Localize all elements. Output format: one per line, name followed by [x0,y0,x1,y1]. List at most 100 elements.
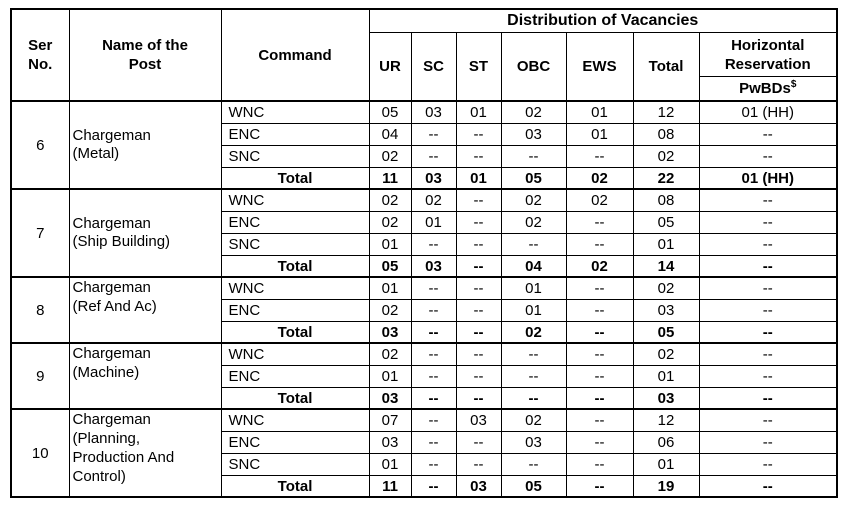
command-cell: ENC [220,430,370,454]
vacancy-value-cell: -- [698,188,838,212]
vacancy-value-cell: 03 [410,100,457,124]
vacancy-value-cell: -- [410,232,457,256]
table-row: Total 03 -- -- -- -- 03 -- [11,386,838,410]
vacancy-value-cell: -- [698,452,838,476]
header-total: Total [632,32,700,102]
vacancy-value-cell: 01 [632,364,700,388]
vacancy-value-cell: -- [410,298,457,322]
vacancy-value-cell: 01 (HH) [698,166,838,190]
vacancy-value-cell: -- [698,386,838,410]
ser-no-cell: 10 [10,408,70,498]
header-obc: OBC [500,32,567,102]
vacancy-value-cell: -- [698,232,838,256]
vacancy-value-cell: 02 [500,408,567,432]
vacancy-value-cell: -- [698,276,838,300]
vacancy-value-cell: -- [565,320,634,344]
vacancy-value-cell: 03 [368,386,412,410]
vacancy-value-cell: -- [455,188,502,212]
vacancy-value-cell: 01 [455,166,502,190]
post-name-cell: Chargeman (Ship Building) [68,188,222,278]
table-row: 10 Chargeman (Planning, Production And Co… [10,408,838,498]
vacancy-value-cell: -- [565,474,634,498]
vacancy-value-cell: -- [565,298,634,322]
vacancy-value-cell: 01 [565,122,634,146]
table-row: ENC 02 -- -- 01 -- 03 -- [11,298,838,322]
header-command: Command [220,8,370,102]
vacancy-value-cell: -- [410,474,457,498]
vacancy-value-cell: -- [500,232,567,256]
vacancy-value-cell: 03 [368,430,412,454]
vacancy-value-cell: 01 [368,232,412,256]
command-cell: SNC [220,232,370,256]
vacancy-value-cell: -- [565,144,634,168]
vacancy-value-cell: -- [455,276,502,300]
vacancy-value-cell: -- [410,364,457,388]
vacancy-value-cell: 02 [565,166,634,190]
command-cell: ENC [220,364,370,388]
header-row-pwbds: PwBDs$ [11,76,838,102]
vacancy-value-cell: -- [455,122,502,146]
vacancy-value-cell: 01 [368,452,412,476]
header-distribution-of-vacancies: Distribution of Vacancies [368,8,838,34]
header-ser-no: Ser No. [10,8,70,102]
table-row: Total 05 03 -- 04 02 14 -- [11,254,838,278]
vacancy-value-cell: 12 [632,408,700,432]
vacancy-value-cell: -- [455,364,502,388]
vacancy-value-cell: -- [565,408,634,432]
vacancy-value-cell: 04 [368,122,412,146]
vacancy-value-cell: -- [410,430,457,454]
vacancy-value-cell: 03 [500,430,567,454]
vacancy-value-cell: 02 [500,210,567,234]
command-cell: WNC [220,100,370,124]
vacancy-value-cell: 01 [632,232,700,256]
total-label-cell: Total [220,166,370,190]
vacancy-value-cell: -- [455,452,502,476]
vacancy-value-cell: -- [698,408,838,432]
vacancy-value-cell: 05 [632,320,700,344]
vacancy-value-cell: 03 [455,408,502,432]
vacancy-value-cell: -- [455,342,502,366]
vacancy-value-cell: 02 [368,298,412,322]
pwbds-label: PwBDs [739,80,791,98]
vacancy-value-cell: -- [455,298,502,322]
vacancy-value-cell: -- [455,254,502,278]
vacancy-value-cell: 02 [368,342,412,366]
vacancy-value-cell: -- [500,386,567,410]
header-pwbds: PwBDs$ [698,76,838,102]
table-header: Ser No. Name of the Post Command Distrib… [10,8,838,102]
vacancy-value-cell: -- [410,276,457,300]
total-label-cell: Total [220,320,370,344]
vacancy-value-cell: -- [565,386,634,410]
vacancy-value-cell: 04 [500,254,567,278]
vacancy-value-cell: -- [500,364,567,388]
vacancy-value-cell: -- [698,342,838,366]
post-name-cell: Chargeman (Planning, Production And Cont… [68,408,222,498]
vacancy-value-cell: -- [698,122,838,146]
vacancy-value-cell: 02 [565,254,634,278]
vacancy-value-cell: -- [698,320,838,344]
vacancy-value-cell: 03 [632,386,700,410]
vacancy-value-cell: 19 [632,474,700,498]
command-cell: SNC [220,144,370,168]
vacancy-value-cell: 08 [632,188,700,212]
total-label-cell: Total [220,474,370,498]
command-cell: WNC [220,188,370,212]
vacancy-value-cell: -- [565,276,634,300]
post-name-cell: Chargeman (Metal) [68,100,222,190]
header-row-categories: UR SC ST OBC EWS Total Horizontal Reserv… [11,32,838,102]
vacancy-value-cell: 01 (HH) [698,100,838,124]
vacancy-value-cell: 02 [565,188,634,212]
header-sc: SC [410,32,457,102]
vacancy-value-cell: -- [500,144,567,168]
document-page: Ser No. Name of the Post Command Distrib… [10,8,838,499]
command-cell: ENC [220,122,370,146]
vacancy-value-cell: 03 [368,320,412,344]
header-horizontal-reservation: Horizontal Reservation [698,32,838,78]
vacancy-value-cell: 02 [368,188,412,212]
vacancy-value-cell: 02 [500,320,567,344]
vacancy-distribution-table: Ser No. Name of the Post Command Distrib… [10,8,838,499]
ser-no-cell: 8 [10,276,70,344]
vacancy-value-cell: -- [455,232,502,256]
vacancy-value-cell: 01 [500,276,567,300]
vacancy-value-cell: -- [698,298,838,322]
